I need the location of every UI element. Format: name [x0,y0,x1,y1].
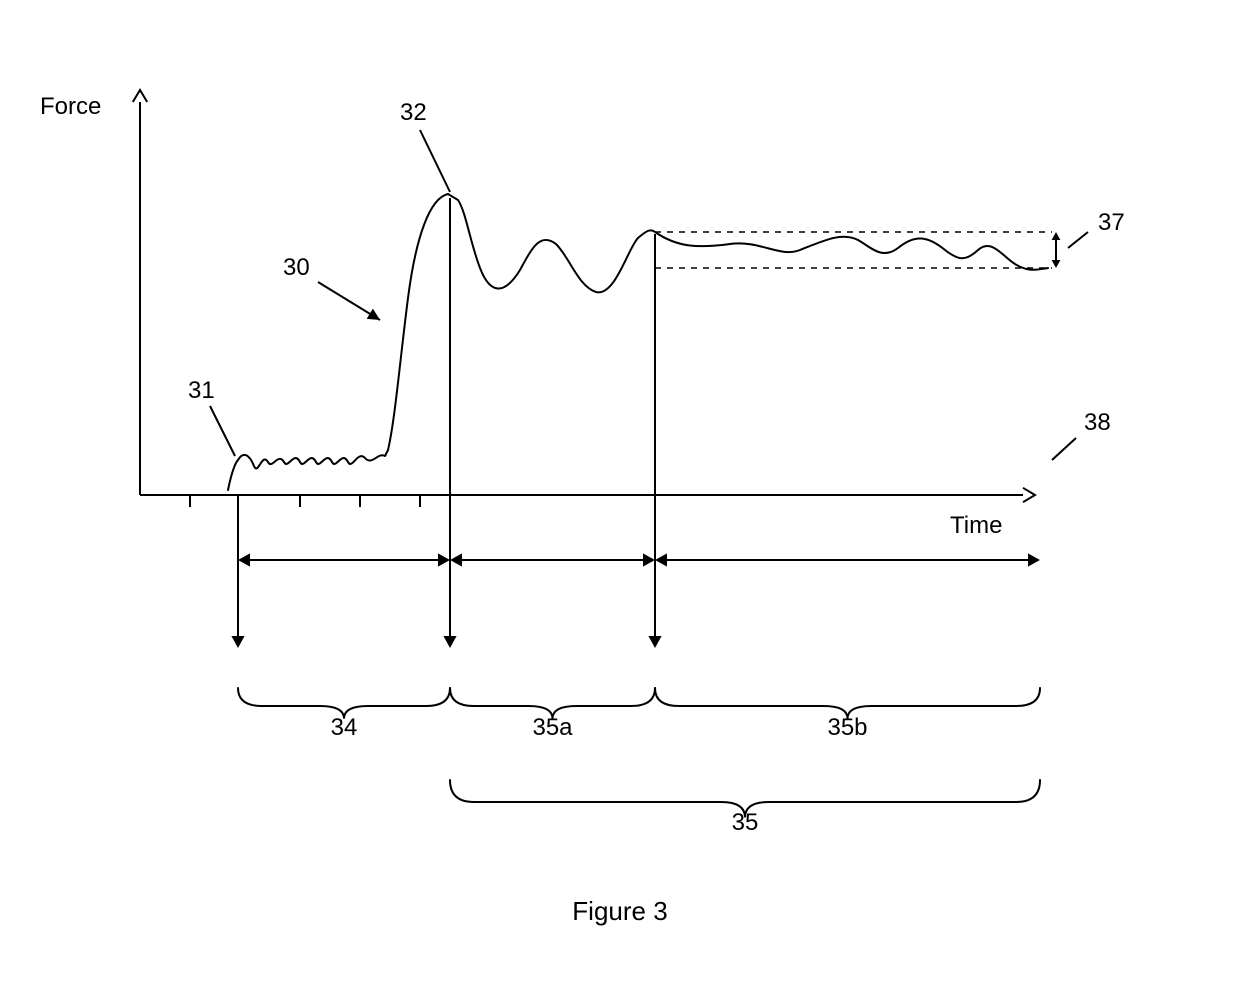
figure-caption: Figure 3 [572,896,667,926]
arrowhead [231,636,244,648]
arrowhead [1052,260,1061,268]
arrowhead-open [1023,488,1035,502]
arrowhead [443,636,456,648]
arrowhead [450,553,462,566]
brace-label: 34 [331,714,358,741]
arrowhead [438,553,450,566]
arrowhead [655,553,667,566]
figure-svg: Force Time 34 35a 35b 35 30 31 32 37 38 Figure 3 [0,0,1240,997]
y-axis-label: Force [40,93,101,120]
arrowhead [238,553,250,566]
arrowhead [1028,553,1040,566]
force-curve [228,194,1048,490]
callout-leader [1068,232,1088,248]
callout-label: 37 [1098,209,1125,236]
callout-label: 38 [1084,409,1111,436]
callout-leader [210,406,235,456]
brace-label: 35 [732,809,759,836]
arrowhead [648,636,661,648]
arrowhead [1052,232,1061,240]
callout-arrowhead [367,309,380,320]
arrowhead [643,553,655,566]
callout-leader [1052,438,1076,460]
brace-label: 35b [827,714,867,741]
x-axis-label: Time [950,512,1002,539]
callout-label: 31 [188,377,215,404]
arrowhead-open [133,90,147,102]
callout-label: 32 [400,99,427,126]
callout-label: 30 [283,254,310,281]
callout-leader [420,130,450,192]
brace-label: 35a [532,714,573,741]
figure-container: Force Time 34 35a 35b 35 30 31 32 37 38 Figure 3 [0,0,1240,997]
